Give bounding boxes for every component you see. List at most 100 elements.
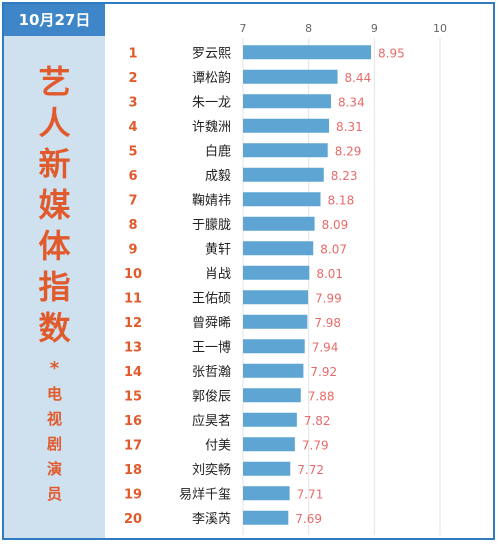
title_chars-char: 人	[38, 104, 71, 142]
rank-number: 20	[124, 512, 142, 527]
title_chars-char: 指	[38, 268, 71, 306]
rank-number: 1	[128, 46, 137, 61]
bar	[243, 437, 295, 452]
chart-subtitle: 电视剧演员	[4, 382, 105, 507]
rank-number: 3	[128, 95, 137, 110]
category-label: 于朦胧	[192, 218, 231, 233]
bar	[243, 388, 301, 403]
rank-number: 9	[128, 242, 137, 257]
x-tick-label: 7	[240, 22, 247, 35]
category-label: 王一博	[192, 340, 231, 355]
value-label: 8.07	[320, 242, 347, 256]
subtitle_chars-char: 电	[46, 385, 62, 403]
category-label: 曾舜晞	[192, 316, 231, 331]
rank-number: 2	[128, 71, 137, 86]
bar	[243, 192, 321, 207]
value-label: 8.29	[335, 144, 362, 158]
rank-number: 14	[124, 365, 142, 380]
bar	[243, 143, 328, 158]
bar	[243, 510, 289, 525]
date-badge: 10月27日	[4, 4, 105, 36]
subtitle_chars-char: 演	[46, 460, 62, 478]
bar	[243, 94, 331, 109]
category-label: 张哲瀚	[192, 365, 231, 380]
rank-number: 15	[124, 389, 142, 404]
rank-number: 18	[124, 463, 142, 478]
x-tick-label: 8	[305, 22, 312, 35]
value-label: 7.69	[295, 512, 322, 526]
title_chars-char: 艺	[38, 63, 71, 101]
title_chars-char: 体	[38, 227, 71, 265]
bar	[243, 412, 297, 427]
value-label: 7.79	[302, 438, 329, 452]
subtitle_chars-char: 剧	[46, 435, 62, 453]
rank-number: 13	[124, 340, 142, 355]
rank-number: 17	[124, 438, 142, 453]
value-label: 8.23	[331, 169, 358, 183]
category-label: 刘奕畅	[192, 462, 231, 478]
category-label: 罗云熙	[192, 46, 231, 61]
category-label: 成毅	[205, 168, 231, 184]
bar	[243, 69, 338, 84]
category-label: 肖战	[205, 267, 231, 282]
title_chars-char: 新	[38, 145, 71, 183]
rank-number: 4	[128, 120, 137, 135]
value-label: 8.09	[322, 218, 349, 232]
value-label: 7.99	[315, 291, 342, 305]
value-label: 8.34	[338, 95, 365, 109]
chart-frame	[2, 2, 495, 540]
value-label: 7.71	[297, 487, 324, 501]
rank-number: 7	[128, 193, 137, 208]
bar	[243, 290, 309, 305]
rank-number: 6	[128, 169, 137, 184]
value-label: 8.31	[336, 120, 363, 134]
title-separator: *	[49, 358, 60, 379]
chart-title: 艺人新媒体指数	[4, 62, 105, 349]
category-label: 谭松韵	[192, 71, 231, 86]
category-label: 应昊茗	[192, 413, 231, 429]
x-tick-label: 10	[433, 22, 447, 35]
value-label: 7.94	[312, 340, 339, 354]
rank-number: 19	[124, 487, 142, 502]
x-tick-label: 9	[371, 22, 378, 35]
bar	[243, 45, 372, 60]
title_chars-char: 媒	[38, 186, 71, 224]
sidebar-panel	[4, 4, 105, 538]
value-label: 7.72	[297, 463, 324, 477]
bar	[243, 314, 308, 329]
category-label: 鞠婧祎	[192, 193, 231, 208]
bar	[243, 363, 304, 378]
category-label: 郭俊辰	[192, 388, 231, 404]
rank-number: 11	[124, 291, 142, 306]
category-label: 付美	[205, 438, 231, 453]
value-label: 7.98	[314, 316, 341, 330]
category-label: 易烊千玺	[179, 487, 231, 502]
value-label: 8.18	[327, 193, 354, 207]
bar	[243, 486, 290, 501]
bar	[243, 339, 305, 354]
rank-number: 12	[124, 316, 142, 331]
value-label: 8.44	[345, 71, 372, 85]
rank-number: 8	[128, 218, 137, 233]
subtitle_chars-char: 员	[46, 485, 62, 503]
category-label: 白鹿	[205, 143, 231, 159]
bar	[243, 265, 310, 280]
category-label: 黄轩	[205, 242, 231, 257]
subtitle_chars-char: 视	[46, 410, 62, 428]
title_chars-char: 数	[38, 309, 71, 347]
category-label: 王佑硕	[192, 291, 231, 306]
value-label: 7.88	[308, 389, 335, 403]
category-label: 朱一龙	[192, 95, 231, 110]
bar	[243, 216, 315, 231]
rank-number: 10	[124, 267, 142, 282]
bar	[243, 167, 324, 182]
value-label: 8.95	[378, 46, 405, 60]
bar	[243, 241, 314, 256]
rank-number: 5	[128, 144, 137, 159]
value-label: 8.01	[316, 267, 343, 281]
category-label: 许魏洲	[192, 120, 231, 135]
value-label: 7.92	[310, 365, 337, 379]
bar	[243, 461, 291, 476]
value-label: 7.82	[304, 414, 331, 428]
